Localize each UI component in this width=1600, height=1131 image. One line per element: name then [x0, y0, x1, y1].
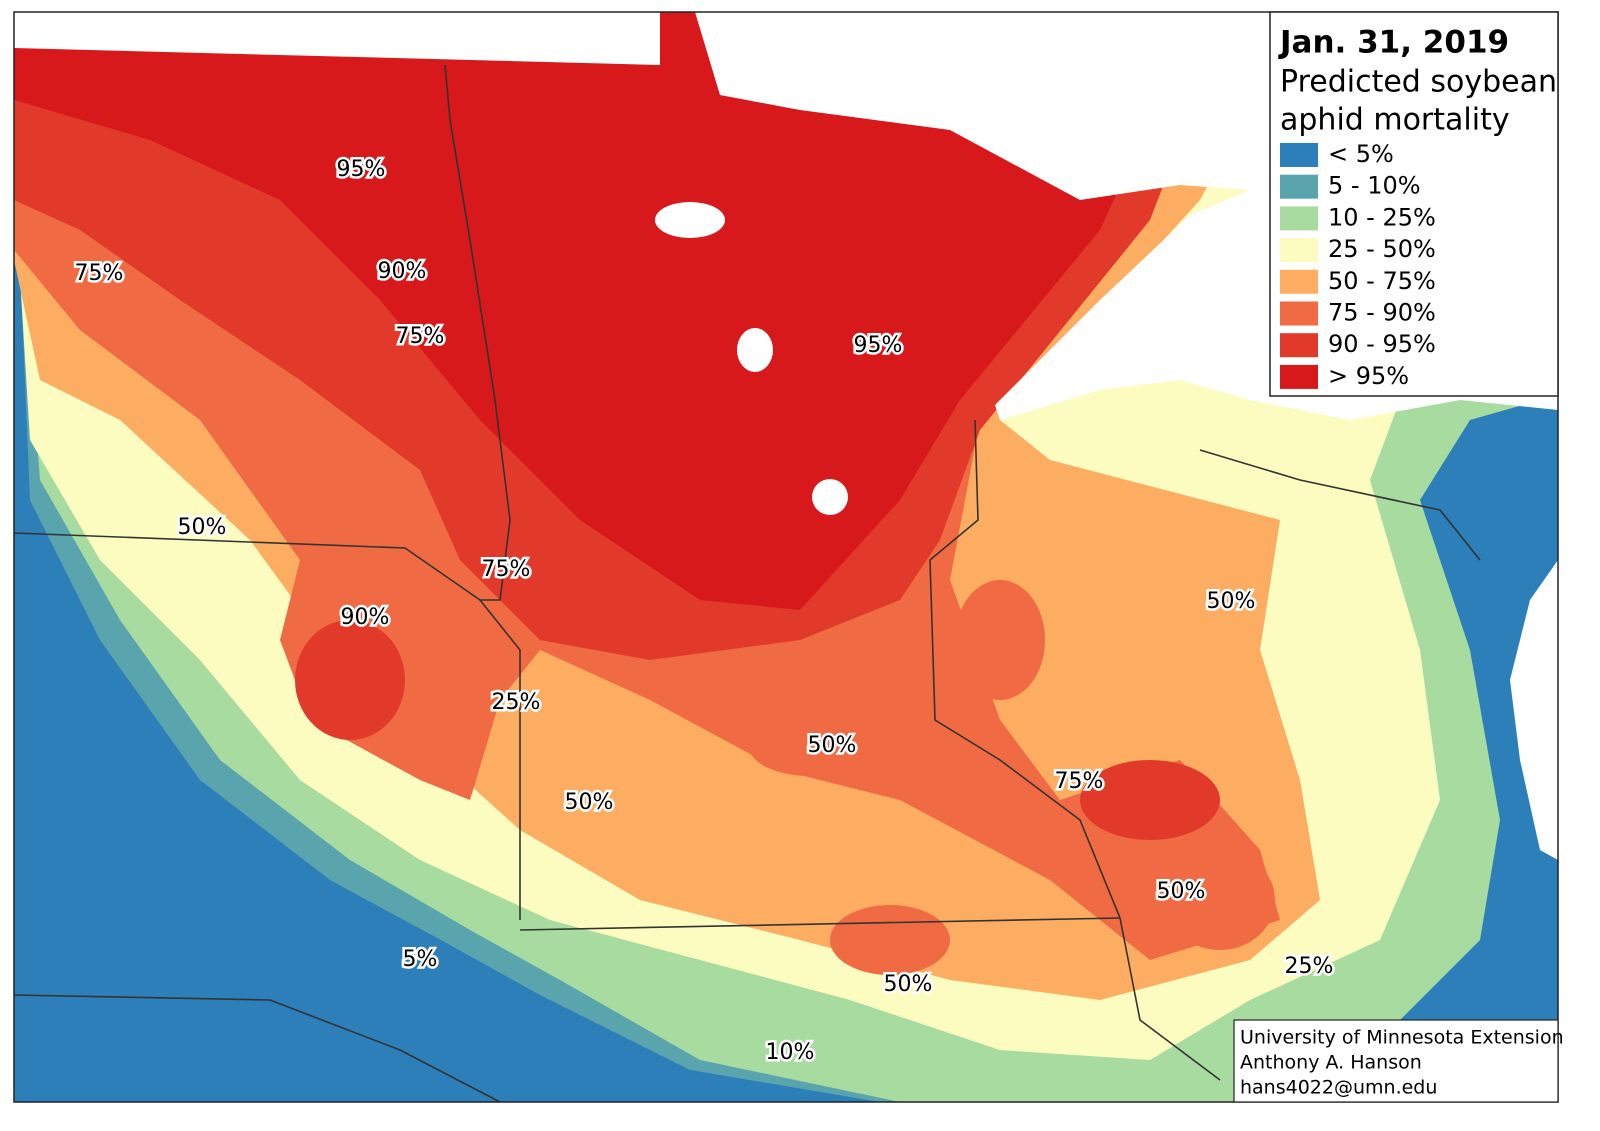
- state-border: [444, 64, 521, 920]
- legend-swatch: [1280, 143, 1318, 167]
- map-label: 90%: [341, 605, 390, 630]
- legend-title: Jan. 31, 2019: [1278, 25, 1509, 61]
- map-label: 95%: [854, 333, 903, 358]
- credit-line: Anthony A. Hanson: [1240, 1052, 1422, 1074]
- lake: [812, 479, 848, 515]
- legend-items: < 5% 5 - 10% 10 - 25% 25 - 50% 50 - 75% 75 - …: [1280, 140, 1436, 390]
- legend-swatch: [1280, 269, 1318, 294]
- map-label: 50%: [1157, 879, 1206, 904]
- zone: [955, 580, 1045, 700]
- lake-michigan: [1510, 560, 1558, 860]
- map-label: 50%: [565, 790, 614, 815]
- zone: [295, 620, 405, 740]
- state-border: [519, 917, 1121, 931]
- lake: [655, 202, 725, 238]
- legend-label: 10 - 25%: [1328, 203, 1436, 231]
- map-label: 5%: [403, 947, 438, 972]
- map-labels: 95% 75% 90% 75% 95% 50% 75% 90% 50% 25% …: [72, 155, 1336, 1068]
- legend: Jan. 31, 2019 Predicted soybean aphid mo…: [1269, 11, 1559, 397]
- zone: [1080, 760, 1220, 840]
- map-label: 25%: [492, 690, 541, 715]
- zone: [750, 720, 870, 776]
- lake: [737, 328, 773, 372]
- map-label: 95%: [337, 157, 386, 182]
- map-label: 25%: [1285, 954, 1334, 979]
- legend-swatch: [1280, 174, 1318, 199]
- state-border: [1199, 449, 1481, 561]
- credits-box: [1233, 1019, 1559, 1103]
- credit-line: University of Minnesota Extension: [1240, 1027, 1564, 1049]
- map-label: 50%: [884, 972, 933, 997]
- legend-swatch: [1280, 333, 1318, 358]
- legend-swatch: [1280, 364, 1318, 389]
- legend-swatch: [1280, 301, 1318, 326]
- zone: [830, 905, 950, 975]
- legend-label: 5 - 10%: [1328, 172, 1421, 200]
- legend-label: 90 - 95%: [1328, 330, 1436, 358]
- state-border: [929, 419, 1221, 1081]
- map-label: 75%: [1055, 769, 1104, 794]
- map-frame: [13, 11, 1559, 1103]
- legend-swatch: [1280, 206, 1318, 231]
- map-label: 10%: [766, 1040, 815, 1065]
- zone: [1165, 850, 1275, 950]
- map-label: 50%: [178, 515, 227, 540]
- legend-label: < 5%: [1328, 140, 1394, 168]
- zone: [14, 12, 1200, 610]
- state-border: [13, 532, 481, 601]
- map-area: [13, 12, 1558, 1103]
- map-label: 50%: [808, 733, 857, 758]
- map-label: 75%: [396, 324, 445, 349]
- credit-line: hans4022@umn.edu: [1240, 1077, 1437, 1099]
- legend-subtitle: Predicted soybean: [1280, 65, 1557, 100]
- state-border: [13, 994, 501, 1103]
- map-label: 90%: [378, 259, 427, 284]
- legend-box: [1269, 11, 1559, 397]
- map-label: 75%: [75, 261, 124, 286]
- credits: University of Minnesota Extension Anthon…: [1233, 1019, 1564, 1103]
- lake-superior: [695, 12, 1558, 420]
- legend-subtitle: aphid mortality: [1280, 103, 1510, 138]
- map-label: 75%: [482, 557, 531, 582]
- canada: [14, 12, 660, 65]
- legend-label: > 95%: [1328, 362, 1409, 390]
- legend-swatch: [1280, 238, 1318, 263]
- legend-label: 75 - 90%: [1328, 299, 1436, 327]
- legend-label: 25 - 50%: [1328, 235, 1436, 263]
- legend-label: 50 - 75%: [1328, 267, 1436, 295]
- map-label: 50%: [1207, 589, 1256, 614]
